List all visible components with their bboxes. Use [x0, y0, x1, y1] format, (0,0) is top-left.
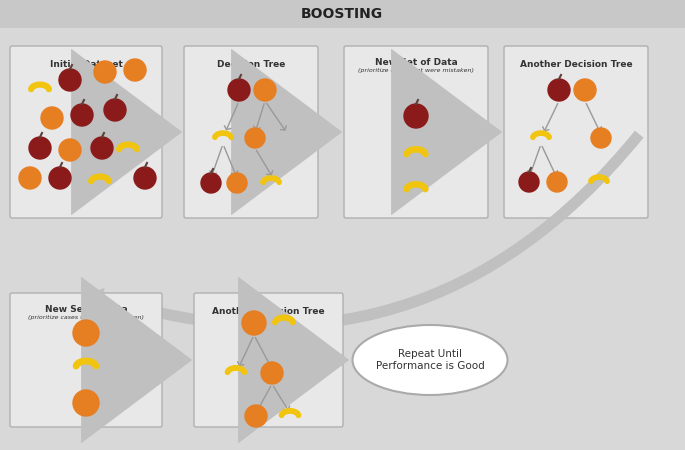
- Circle shape: [134, 167, 156, 189]
- Text: Another Decision Tree: Another Decision Tree: [520, 60, 632, 69]
- Circle shape: [547, 172, 567, 192]
- Circle shape: [574, 79, 596, 101]
- Text: BOOSTING: BOOSTING: [301, 7, 383, 21]
- Circle shape: [404, 104, 428, 128]
- Circle shape: [59, 139, 81, 161]
- Text: Initial Dataset: Initial Dataset: [49, 60, 123, 69]
- Text: Repeat Until
Performance is Good: Repeat Until Performance is Good: [375, 349, 484, 371]
- Circle shape: [245, 405, 267, 427]
- FancyBboxPatch shape: [0, 0, 685, 28]
- Circle shape: [29, 137, 51, 159]
- Circle shape: [41, 107, 63, 129]
- Text: New Set of Data: New Set of Data: [45, 305, 127, 314]
- Circle shape: [49, 167, 71, 189]
- FancyBboxPatch shape: [10, 293, 162, 427]
- Circle shape: [242, 311, 266, 335]
- Circle shape: [227, 173, 247, 193]
- Circle shape: [104, 99, 126, 121]
- Circle shape: [591, 128, 611, 148]
- Circle shape: [59, 69, 81, 91]
- Text: New Set of Data: New Set of Data: [375, 58, 458, 67]
- Text: Decision Tree: Decision Tree: [217, 60, 285, 69]
- FancyBboxPatch shape: [10, 46, 162, 218]
- Text: (prioritize cases that were mistaken): (prioritize cases that were mistaken): [358, 68, 474, 73]
- Circle shape: [124, 59, 146, 81]
- FancyBboxPatch shape: [194, 293, 343, 427]
- Circle shape: [245, 128, 265, 148]
- Circle shape: [254, 79, 276, 101]
- Text: Another Decision Tree: Another Decision Tree: [212, 307, 325, 316]
- Circle shape: [73, 390, 99, 416]
- Circle shape: [91, 137, 113, 159]
- Circle shape: [228, 79, 250, 101]
- Circle shape: [261, 362, 283, 384]
- Text: (prioritize cases that were mistaken): (prioritize cases that were mistaken): [28, 315, 144, 320]
- FancyBboxPatch shape: [184, 46, 318, 218]
- Circle shape: [19, 167, 41, 189]
- FancyBboxPatch shape: [344, 46, 488, 218]
- Circle shape: [519, 172, 539, 192]
- Circle shape: [548, 79, 570, 101]
- Circle shape: [71, 104, 93, 126]
- Ellipse shape: [353, 325, 508, 395]
- FancyArrowPatch shape: [88, 130, 644, 331]
- FancyBboxPatch shape: [504, 46, 648, 218]
- Circle shape: [94, 61, 116, 83]
- Circle shape: [201, 173, 221, 193]
- Circle shape: [73, 320, 99, 346]
